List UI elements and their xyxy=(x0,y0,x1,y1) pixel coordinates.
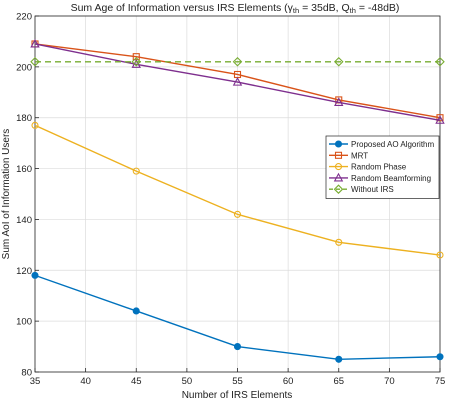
data-point xyxy=(31,271,39,279)
series-line xyxy=(34,43,441,121)
legend-label: MRT xyxy=(351,151,368,160)
series-line xyxy=(34,43,441,119)
series-group xyxy=(30,38,445,363)
legend-marker xyxy=(333,184,344,194)
y-tick-label: 120 xyxy=(16,266,32,277)
legend-entry: MRT xyxy=(329,151,368,160)
legend-label: Random Phase xyxy=(351,163,407,172)
legend-marker xyxy=(333,172,344,182)
legend-label: Proposed AO Algorithm xyxy=(351,140,434,149)
x-tick-label: 55 xyxy=(232,376,243,387)
legend-entry: Without IRS xyxy=(329,184,394,194)
y-tick-label: 220 xyxy=(16,12,32,23)
series-without-irs xyxy=(30,56,445,67)
y-axis-label: Sum AoI of Information Users xyxy=(1,129,12,260)
x-tick-label: 60 xyxy=(283,376,294,387)
y-tick-label: 140 xyxy=(16,215,32,226)
legend-label: Without IRS xyxy=(351,185,394,194)
data-point xyxy=(232,56,243,67)
chart-title: Sum Age of Information versus IRS Elemen… xyxy=(71,2,400,15)
y-axis-ticks: 80 100 120 140 160 180 200 220 xyxy=(16,12,39,379)
data-point xyxy=(232,76,243,86)
x-tick-label: 35 xyxy=(30,376,41,387)
x-tick-label: 50 xyxy=(182,376,193,387)
x-tick-label: 70 xyxy=(384,376,395,387)
data-point xyxy=(30,56,40,67)
data-point xyxy=(132,167,140,175)
data-point xyxy=(435,56,445,67)
data-point xyxy=(334,97,344,107)
legend-marker xyxy=(334,151,343,159)
legend-label: Random Beamforming xyxy=(351,174,431,183)
legend-entry: Random Beamforming xyxy=(329,172,431,183)
x-tick-label: 45 xyxy=(131,376,142,387)
data-point xyxy=(436,114,444,122)
legend-entry: Random Phase xyxy=(329,163,407,172)
y-tick-label: 180 xyxy=(16,113,32,124)
data-point xyxy=(335,238,343,246)
series-line xyxy=(34,124,441,256)
data-point xyxy=(131,56,142,67)
x-axis-ticks: 35 40 45 50 55 60 65 70 75 xyxy=(30,368,446,387)
series-random-phase xyxy=(31,121,444,259)
data-point xyxy=(436,353,444,361)
data-point xyxy=(30,38,40,48)
data-point xyxy=(435,115,445,124)
y-tick-label: 200 xyxy=(16,62,32,73)
y-tick-label: 80 xyxy=(21,368,32,379)
y-tick-label: 160 xyxy=(16,164,32,175)
legend-entry: Proposed AO Algorithm xyxy=(329,140,434,149)
data-point xyxy=(233,210,242,218)
x-tick-label: 65 xyxy=(333,376,344,387)
series-random-beamforming xyxy=(30,38,445,124)
data-point xyxy=(132,307,140,315)
series-proposed-ao-algorithm xyxy=(31,271,444,363)
data-point xyxy=(335,355,343,363)
legend-marker xyxy=(334,140,343,148)
legend-marker xyxy=(334,163,343,171)
data-point xyxy=(436,251,444,259)
y-tick-label: 100 xyxy=(16,317,32,328)
data-point xyxy=(233,343,242,351)
data-point xyxy=(31,121,39,129)
x-tick-label: 40 xyxy=(80,376,91,387)
legend: Proposed AO Algorithm MRT Random Phase Rand… xyxy=(325,135,440,199)
data-point xyxy=(333,56,344,67)
x-tick-label: 75 xyxy=(435,376,446,387)
x-axis-label: Number of IRS Elements xyxy=(182,390,293,401)
